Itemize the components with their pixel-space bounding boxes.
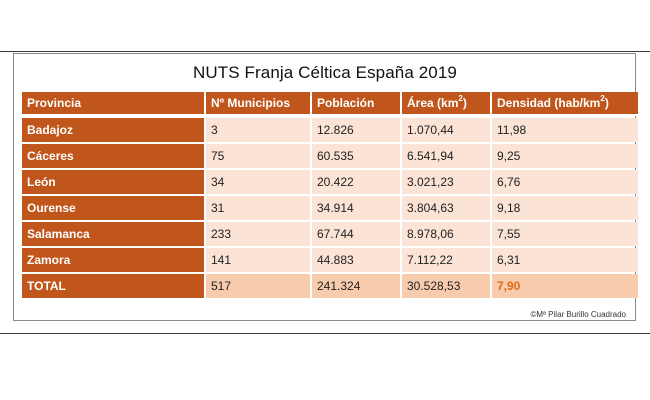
total-row: TOTAL 517 241.324 30.528,53 7,90 xyxy=(22,274,638,298)
total-area: 30.528,53 xyxy=(402,274,490,298)
cell-area: 8.978,06 xyxy=(402,222,490,246)
cell-densidad: 11,98 xyxy=(492,118,638,142)
table-row: Badajoz 3 12.826 1.070,44 11,98 xyxy=(22,118,638,142)
cell-poblacion: 60.535 xyxy=(312,144,400,168)
cell-densidad: 9,18 xyxy=(492,196,638,220)
cell-municipios: 75 xyxy=(206,144,310,168)
table-row: Ourense 31 34.914 3.804,63 9,18 xyxy=(22,196,638,220)
cell-municipios: 233 xyxy=(206,222,310,246)
header-provincia: Provincia xyxy=(22,92,204,116)
cell-municipios: 34 xyxy=(206,170,310,194)
cell-provincia: Badajoz xyxy=(22,118,204,142)
bottom-divider xyxy=(0,333,650,334)
total-densidad: 7,90 xyxy=(492,274,638,298)
cell-poblacion: 67.744 xyxy=(312,222,400,246)
table-row: Salamanca 233 67.744 8.978,06 7,55 xyxy=(22,222,638,246)
header-municipios: Nº Municipios xyxy=(206,92,310,116)
total-label: TOTAL xyxy=(22,274,204,298)
data-table: Provincia Nº Municipios Población Área (… xyxy=(20,90,640,300)
cell-poblacion: 12.826 xyxy=(312,118,400,142)
table-row: Zamora 141 44.883 7.112,22 6,31 xyxy=(22,248,638,272)
cell-densidad: 6,76 xyxy=(492,170,638,194)
cell-provincia: Salamanca xyxy=(22,222,204,246)
copyright-credit: ©Mª Pilar Burillo Cuadrado xyxy=(530,310,626,319)
cell-area: 6.541,94 xyxy=(402,144,490,168)
table-row: Cáceres 75 60.535 6.541,94 9,25 xyxy=(22,144,638,168)
cell-area: 3.804,63 xyxy=(402,196,490,220)
cell-municipios: 141 xyxy=(206,248,310,272)
cell-densidad: 9,25 xyxy=(492,144,638,168)
header-poblacion: Población xyxy=(312,92,400,116)
cell-municipios: 31 xyxy=(206,196,310,220)
header-densidad: Densidad (hab/km2) xyxy=(492,92,638,116)
top-divider xyxy=(0,51,650,52)
cell-area: 3.021,23 xyxy=(402,170,490,194)
cell-area: 7.112,22 xyxy=(402,248,490,272)
cell-municipios: 3 xyxy=(206,118,310,142)
cell-provincia: León xyxy=(22,170,204,194)
cell-poblacion: 20.422 xyxy=(312,170,400,194)
cell-provincia: Zamora xyxy=(22,248,204,272)
table-row: León 34 20.422 3.021,23 6,76 xyxy=(22,170,638,194)
cell-poblacion: 44.883 xyxy=(312,248,400,272)
header-area: Área (km2) xyxy=(402,92,490,116)
cell-poblacion: 34.914 xyxy=(312,196,400,220)
cell-densidad: 6,31 xyxy=(492,248,638,272)
cell-provincia: Ourense xyxy=(22,196,204,220)
total-poblacion: 241.324 xyxy=(312,274,400,298)
page-title: NUTS Franja Céltica España 2019 xyxy=(193,63,457,82)
cell-area: 1.070,44 xyxy=(402,118,490,142)
cell-densidad: 7,55 xyxy=(492,222,638,246)
total-municipios: 517 xyxy=(206,274,310,298)
cell-provincia: Cáceres xyxy=(22,144,204,168)
table-header-row: Provincia Nº Municipios Población Área (… xyxy=(22,92,638,116)
